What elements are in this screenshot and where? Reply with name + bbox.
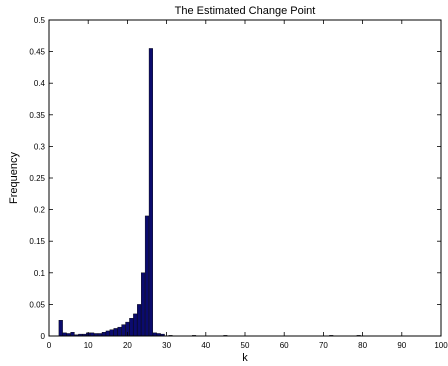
bars-group — [58, 48, 361, 337]
y-tick-label: 0.2 — [34, 206, 46, 215]
y-tick-label: 0.1 — [34, 269, 46, 278]
bar — [113, 328, 118, 337]
y-axis-label: Frequency — [8, 152, 20, 204]
bar — [105, 330, 110, 337]
x-tick-label: 50 — [241, 341, 250, 350]
chart-title: The Estimated Change Point — [175, 5, 316, 17]
x-tick-label: 80 — [358, 341, 367, 350]
bar — [70, 332, 75, 337]
bar — [58, 320, 63, 337]
y-tick-label: 0 — [41, 332, 46, 341]
x-tick-label: 10 — [84, 341, 93, 350]
y-tick-label: 0.35 — [29, 111, 45, 120]
bar — [129, 318, 134, 337]
bar — [148, 48, 153, 337]
bar — [121, 324, 126, 337]
bar — [141, 272, 146, 337]
x-tick-label: 0 — [47, 341, 52, 350]
bar — [109, 329, 114, 337]
y-tick-label: 0.3 — [34, 142, 46, 151]
bar — [144, 215, 150, 337]
x-tick-label: 20 — [123, 341, 132, 350]
y-tick-label: 0.45 — [29, 48, 45, 57]
bar — [137, 304, 142, 337]
y-tick-label: 0.05 — [29, 300, 45, 309]
y-tick-label: 0.15 — [29, 237, 45, 246]
bar — [101, 332, 106, 337]
x-tick-label: 30 — [162, 341, 171, 350]
x-axis-ticks: 0 10 20 30 40 50 60 70 80 90 100 — [47, 20, 448, 350]
bar — [117, 326, 122, 337]
y-tick-label: 0.25 — [29, 174, 45, 183]
x-tick-label: 70 — [319, 341, 328, 350]
x-tick-label: 100 — [434, 341, 448, 350]
x-tick-label: 90 — [397, 341, 406, 350]
y-axis-ticks: 0 0.05 0.1 0.15 0.2 0.25 0.3 0.35 0.4 0.45 0.5 — [29, 16, 441, 341]
x-tick-label: 60 — [280, 341, 289, 350]
y-tick-label: 0.5 — [34, 16, 46, 25]
y-tick-label: 0.4 — [34, 79, 46, 88]
x-axis-label: k — [242, 352, 248, 364]
bar — [133, 313, 138, 337]
x-tick-label: 40 — [201, 341, 210, 350]
plot-area — [49, 20, 441, 336]
